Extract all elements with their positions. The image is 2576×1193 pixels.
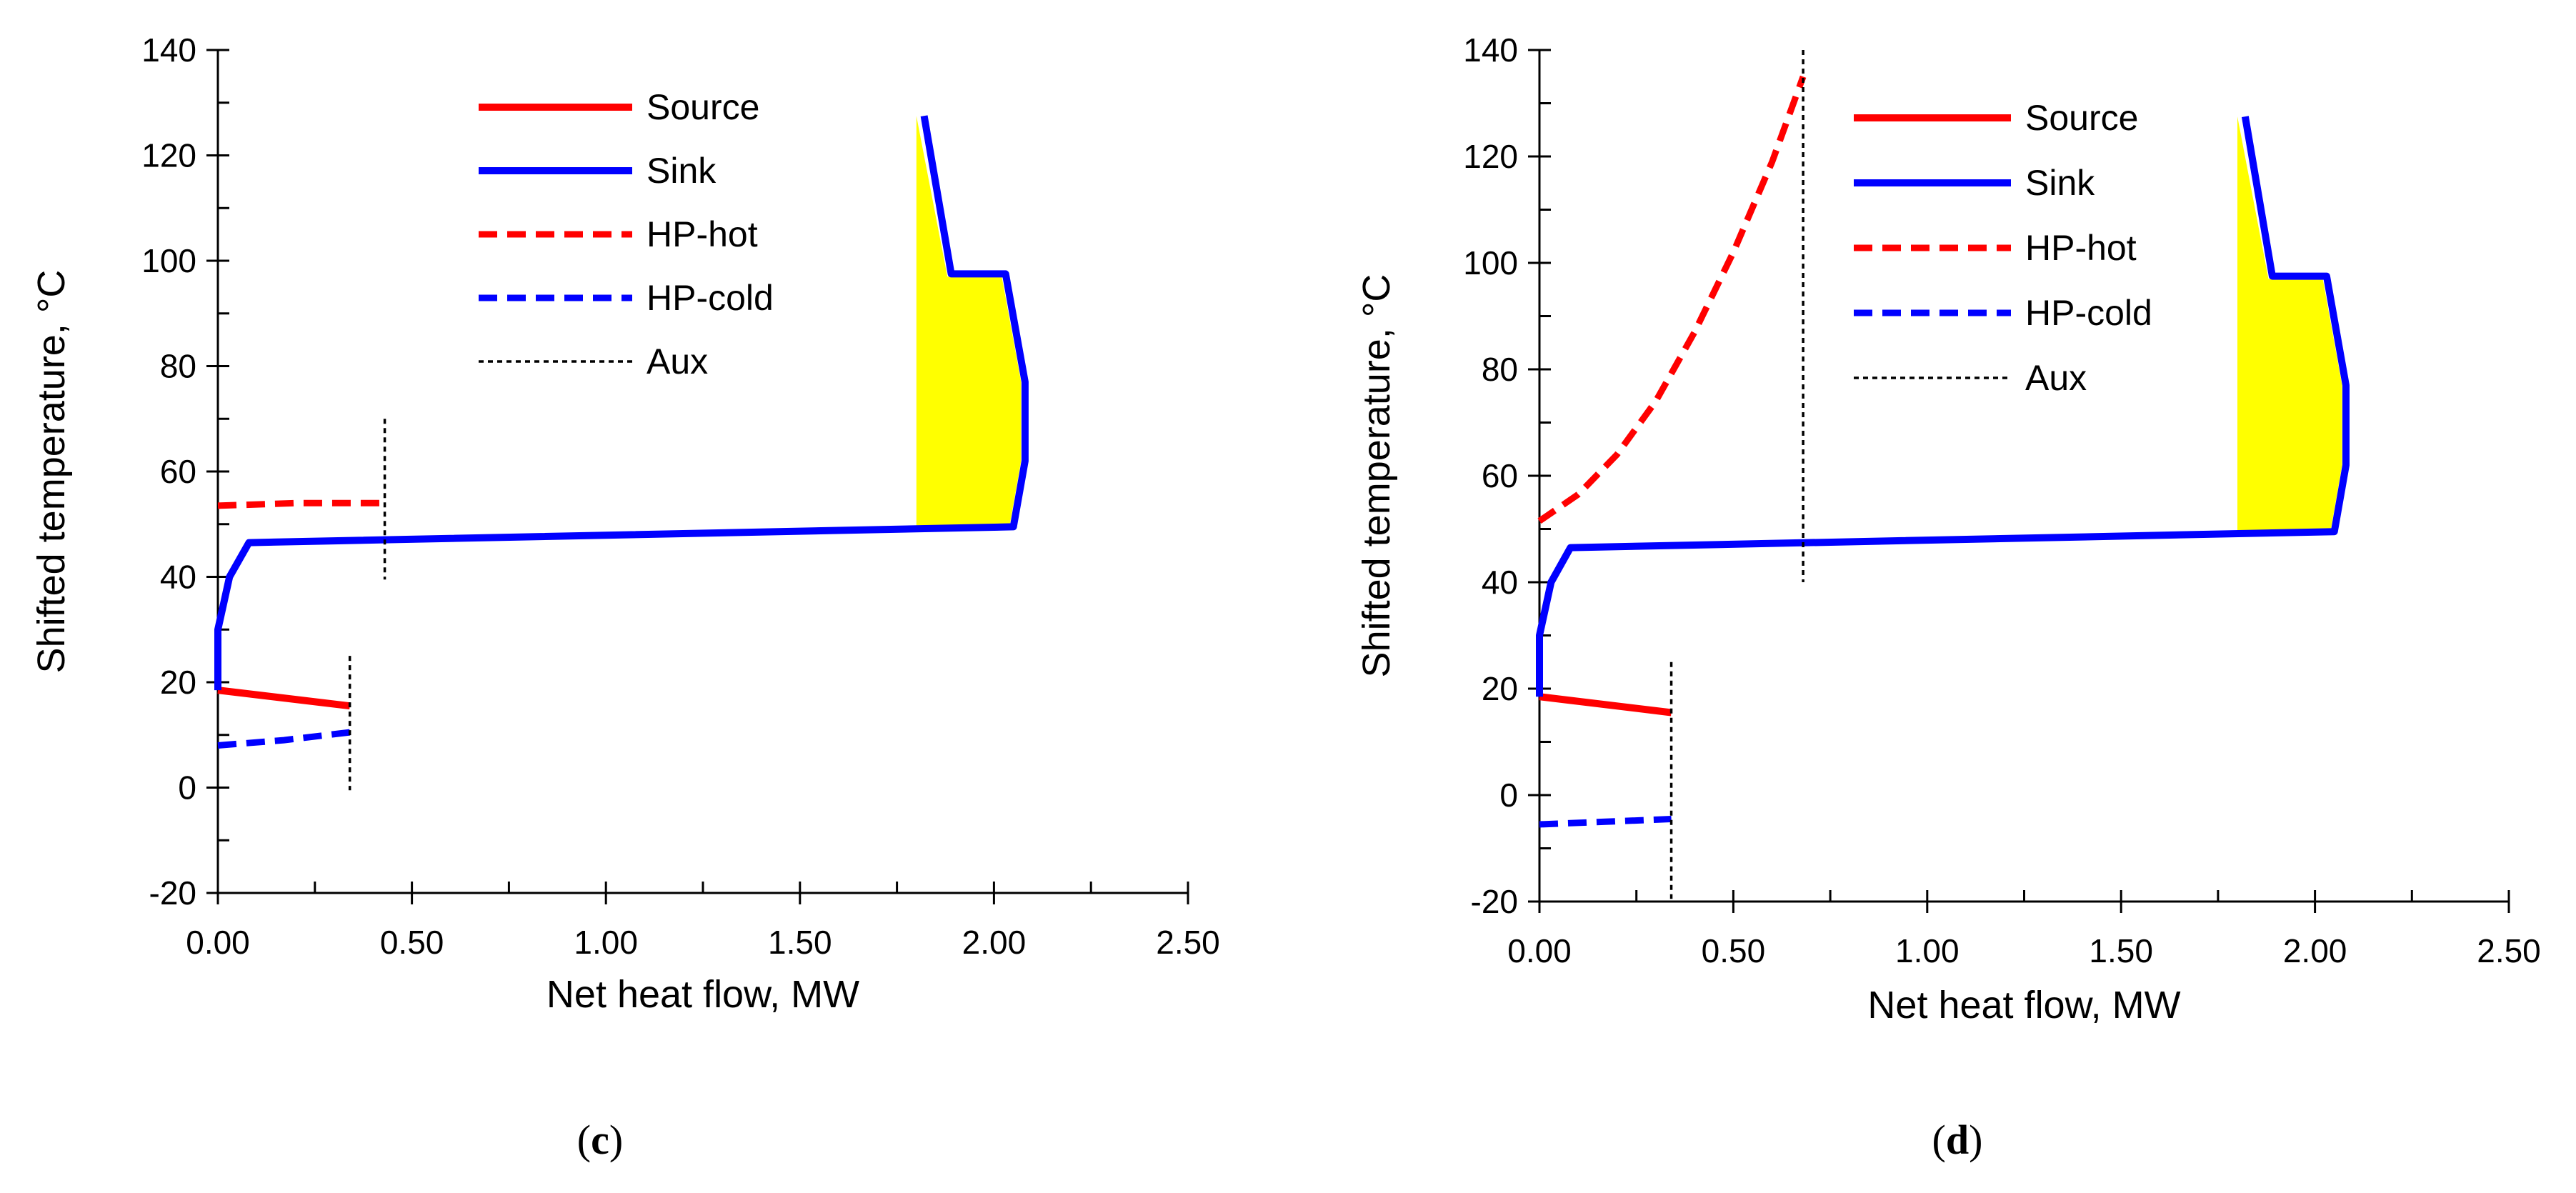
y-tick-label: 20 xyxy=(1482,670,1518,707)
caption-open-paren: ( xyxy=(577,1117,591,1163)
x-tick-label: 1.50 xyxy=(768,924,832,961)
y-tick-label: 0 xyxy=(178,769,196,807)
x-tick-label: 0.50 xyxy=(1702,932,1766,969)
x-tick-label: 2.00 xyxy=(2283,932,2347,969)
y-tick-label: 140 xyxy=(1463,31,1518,69)
x-tick-label: 2.50 xyxy=(1156,924,1220,961)
y-tick-label: 0 xyxy=(1499,777,1518,814)
caption-close-paren: ) xyxy=(609,1117,623,1163)
y-tick-label: 120 xyxy=(141,137,196,174)
legend-label-hp_hot: HP-hot xyxy=(647,214,758,254)
y-tick-label: 20 xyxy=(160,664,196,701)
y-axis-title: Shifted temperature, °C xyxy=(30,270,73,674)
legend-label-sink: Sink xyxy=(2025,163,2095,203)
x-tick-label: 0.00 xyxy=(186,924,250,961)
y-tick-label: 120 xyxy=(1463,138,1518,175)
series-sink-line xyxy=(1536,116,2350,697)
fill-region xyxy=(2237,116,2342,532)
caption-open-paren: ( xyxy=(1932,1117,1946,1163)
panel-caption: (c) xyxy=(577,1117,623,1163)
y-tick-label: 140 xyxy=(141,31,196,69)
y-tick-label: 100 xyxy=(1463,244,1518,281)
y-tick-label: 100 xyxy=(141,242,196,279)
y-tick-label: -20 xyxy=(149,874,196,912)
legend-label-aux: Aux xyxy=(2025,358,2087,398)
y-tick-label: 80 xyxy=(1482,351,1518,388)
y-tick-label: 40 xyxy=(1482,564,1518,601)
x-tick-label: 2.00 xyxy=(962,924,1027,961)
series-sink-line xyxy=(214,115,1029,691)
legend-label-hp_cold: HP-cold xyxy=(2025,293,2152,333)
x-tick-label: 2.50 xyxy=(2477,932,2541,969)
fill-region xyxy=(916,116,1022,527)
series-hp_cold-line xyxy=(1539,816,1672,828)
legend-label-source: Source xyxy=(647,87,759,127)
y-tick-label: 80 xyxy=(160,348,196,385)
x-axis-title: Net heat flow, MW xyxy=(546,973,859,1016)
x-tick-label: 1.00 xyxy=(1895,932,1960,969)
legend-label-source: Source xyxy=(2025,98,2138,138)
legend-label-aux: Aux xyxy=(647,341,708,381)
chart-d: -20 0 20 40 60 80 100 120 140 0.00 0.50 1.00 1.50 2.0… xyxy=(1355,31,2541,1163)
y-tick-label: -20 xyxy=(1471,883,1518,920)
y-tick-label: 60 xyxy=(1482,457,1518,494)
series-hp_cold-line xyxy=(217,729,351,749)
caption-letter: c xyxy=(591,1117,609,1163)
x-tick-label: 1.50 xyxy=(2089,932,2153,969)
x-tick-label: 0.50 xyxy=(380,924,444,961)
chart-c: -20 0 20 40 60 80 100 120 140 0.00 0.50 1.00 1.50 2.0… xyxy=(30,31,1220,1163)
panel-caption: (d) xyxy=(1932,1117,1983,1163)
legend-label-hp_hot: HP-hot xyxy=(2025,228,2137,268)
y-tick-label: 40 xyxy=(160,559,196,596)
y-axis-title: Shifted temperature, °C xyxy=(1355,274,1398,678)
series-source-line xyxy=(217,687,351,710)
caption-letter: d xyxy=(1946,1117,1969,1163)
y-tick-label: 60 xyxy=(160,453,196,490)
x-tick-label: 0.00 xyxy=(1507,932,1572,969)
series-source-line xyxy=(1539,693,1672,717)
legend-label-hp_cold: HP-cold xyxy=(647,278,774,318)
series-hp_hot-line xyxy=(1537,75,1807,524)
caption-close-paren: ) xyxy=(1969,1117,1982,1163)
legend-label-sink: Sink xyxy=(647,151,717,191)
x-axis-title: Net heat flow, MW xyxy=(1867,984,2180,1027)
x-tick-label: 1.00 xyxy=(574,924,638,961)
